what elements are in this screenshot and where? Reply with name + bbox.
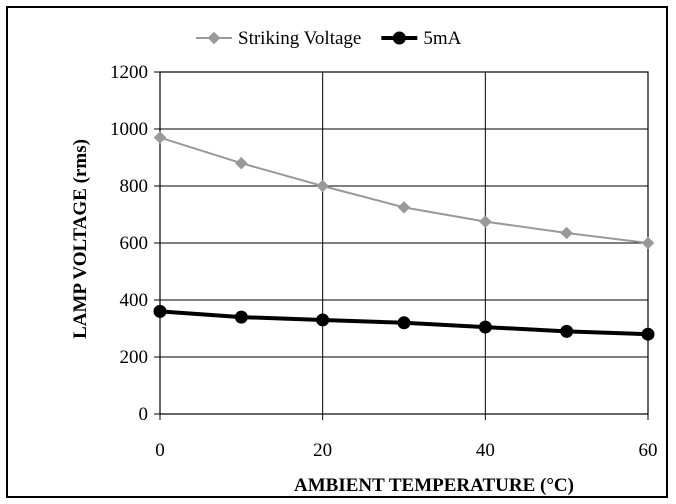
legend-label: Striking Voltage: [238, 28, 361, 49]
data-point: [479, 216, 491, 228]
data-point: [398, 201, 410, 213]
data-point: [316, 313, 329, 326]
data-point: [235, 311, 248, 324]
axes: 0 200 400 600 800 1000 1200 0 20 40 60: [110, 62, 658, 461]
legend-marker: [393, 32, 406, 45]
data-point: [642, 237, 654, 249]
legend-label: 5mA: [423, 28, 461, 49]
y-tick-label: 1200: [110, 62, 148, 83]
y-tick-label: 1000: [110, 119, 148, 140]
series-layer: [154, 132, 655, 341]
legend-item: 5mA: [381, 28, 461, 49]
y-tick-label: 800: [120, 176, 149, 197]
y-tick-label: 200: [120, 347, 149, 368]
y-tick-label: 600: [120, 233, 149, 254]
data-point: [398, 316, 411, 329]
legend-marker: [208, 32, 220, 44]
legend-item: Striking Voltage: [196, 28, 361, 49]
series-group: [154, 132, 654, 249]
data-point: [154, 305, 167, 318]
data-point: [235, 157, 247, 169]
y-axis-title: LAMP VOLTAGE (rms): [70, 139, 91, 339]
grid: [160, 72, 648, 414]
y-tick-label: 0: [139, 404, 149, 425]
series-group: [154, 305, 655, 341]
legend: Striking Voltage 5mA: [196, 28, 462, 49]
data-point: [560, 325, 573, 338]
data-point: [642, 328, 655, 341]
x-tick-label: 20: [313, 440, 332, 461]
series-line: [160, 138, 648, 243]
y-tick-label: 400: [120, 290, 149, 311]
data-point: [317, 180, 329, 192]
x-tick-label: 40: [476, 440, 495, 461]
x-axis-title: AMBIENT TEMPERATURE (°C): [294, 475, 574, 496]
data-point: [479, 321, 492, 334]
x-tick-label: 0: [155, 440, 165, 461]
data-point: [561, 227, 573, 239]
x-tick-label: 60: [639, 440, 658, 461]
data-point: [154, 132, 166, 144]
